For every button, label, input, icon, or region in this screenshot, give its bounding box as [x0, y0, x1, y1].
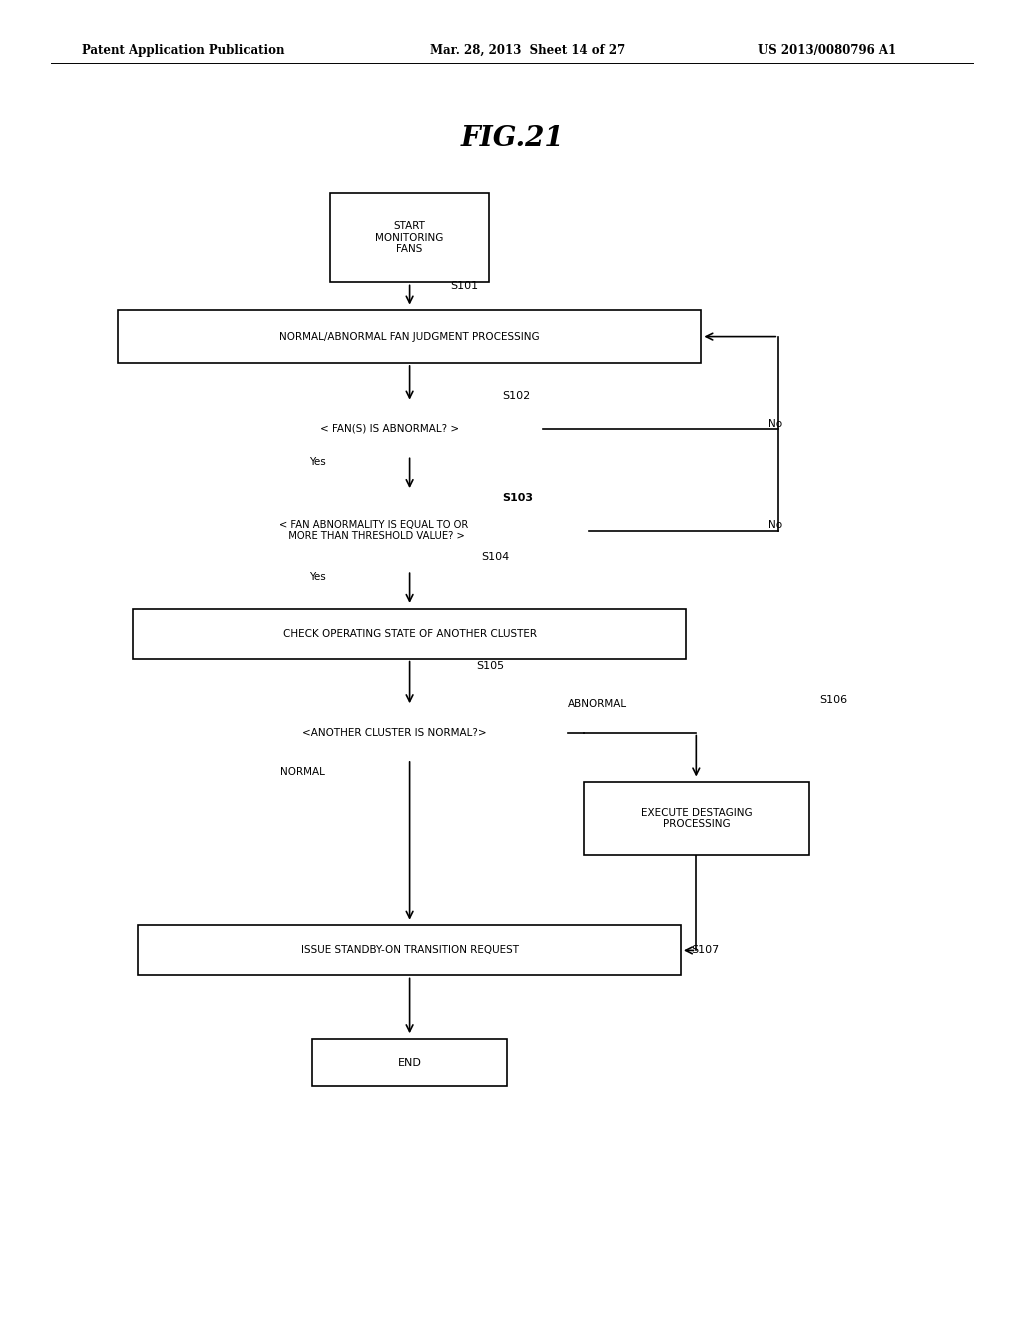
Text: Mar. 28, 2013  Sheet 14 of 27: Mar. 28, 2013 Sheet 14 of 27 — [430, 44, 626, 57]
Text: CHECK OPERATING STATE OF ANOTHER CLUSTER: CHECK OPERATING STATE OF ANOTHER CLUSTER — [283, 628, 537, 639]
Text: S103: S103 — [502, 492, 532, 503]
Text: FIG.21: FIG.21 — [460, 125, 564, 152]
Text: S107: S107 — [691, 945, 720, 956]
FancyBboxPatch shape — [330, 193, 489, 282]
Text: S105: S105 — [476, 661, 504, 672]
FancyBboxPatch shape — [118, 310, 701, 363]
Text: S104: S104 — [481, 552, 510, 562]
Text: Patent Application Publication: Patent Application Publication — [82, 44, 285, 57]
FancyBboxPatch shape — [312, 1039, 507, 1086]
Text: START
MONITORING
FANS: START MONITORING FANS — [376, 220, 443, 255]
Text: EXECUTE DESTAGING
PROCESSING: EXECUTE DESTAGING PROCESSING — [640, 808, 753, 829]
Text: ABNORMAL: ABNORMAL — [568, 698, 628, 709]
Text: S101: S101 — [451, 281, 478, 292]
Text: Yes: Yes — [309, 457, 326, 467]
Text: No: No — [768, 520, 782, 531]
Text: Yes: Yes — [309, 572, 326, 582]
Text: END: END — [397, 1057, 422, 1068]
Text: US 2013/0080796 A1: US 2013/0080796 A1 — [758, 44, 896, 57]
Text: S106: S106 — [819, 694, 847, 705]
FancyBboxPatch shape — [138, 925, 681, 975]
Text: < FAN ABNORMALITY IS EQUAL TO OR
  MORE THAN THRESHOLD VALUE? >: < FAN ABNORMALITY IS EQUAL TO OR MORE TH… — [280, 520, 468, 541]
FancyBboxPatch shape — [584, 781, 809, 855]
Text: S102: S102 — [502, 391, 530, 401]
Text: <ANOTHER CLUSTER IS NORMAL?>: <ANOTHER CLUSTER IS NORMAL?> — [302, 727, 486, 738]
Text: < FAN(S) IS ABNORMAL? >: < FAN(S) IS ABNORMAL? > — [319, 424, 459, 434]
FancyBboxPatch shape — [133, 609, 686, 659]
Text: NORMAL: NORMAL — [280, 767, 325, 777]
Text: NORMAL/ABNORMAL FAN JUDGMENT PROCESSING: NORMAL/ABNORMAL FAN JUDGMENT PROCESSING — [280, 331, 540, 342]
Text: ISSUE STANDBY-ON TRANSITION REQUEST: ISSUE STANDBY-ON TRANSITION REQUEST — [301, 945, 518, 956]
Text: No: No — [768, 418, 782, 429]
